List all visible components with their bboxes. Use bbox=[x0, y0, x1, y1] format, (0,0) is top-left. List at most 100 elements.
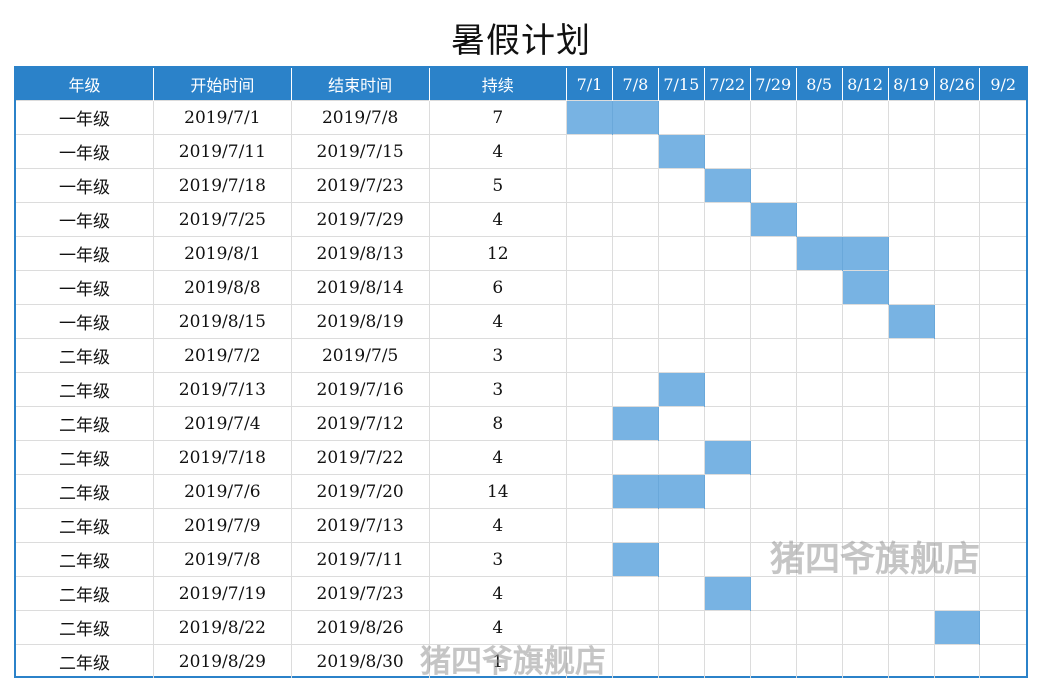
gantt-cell[interactable] bbox=[750, 100, 797, 135]
week-header[interactable]: 7/29 bbox=[750, 68, 797, 101]
gantt-cell[interactable] bbox=[612, 304, 659, 339]
gantt-cell[interactable] bbox=[566, 304, 613, 339]
gantt-cell[interactable] bbox=[842, 202, 889, 237]
gantt-cell[interactable] bbox=[704, 406, 751, 441]
start-time-cell[interactable]: 2019/8/8 bbox=[153, 270, 292, 305]
gantt-cell[interactable] bbox=[979, 542, 1026, 577]
gantt-cell[interactable] bbox=[979, 270, 1026, 305]
end-time-cell[interactable]: 2019/7/22 bbox=[291, 440, 430, 475]
gantt-cell[interactable] bbox=[612, 372, 659, 407]
header-grade[interactable]: 年级 bbox=[16, 68, 154, 101]
start-time-cell[interactable]: 2019/8/1 bbox=[153, 236, 292, 271]
gantt-cell[interactable] bbox=[934, 576, 981, 611]
gantt-cell[interactable] bbox=[612, 236, 659, 271]
gantt-bar-cell[interactable] bbox=[658, 474, 705, 509]
duration-cell[interactable]: 4 bbox=[429, 202, 568, 237]
gantt-cell[interactable] bbox=[842, 474, 889, 509]
gantt-cell[interactable] bbox=[750, 304, 797, 339]
gantt-cell[interactable] bbox=[842, 576, 889, 611]
gantt-cell[interactable] bbox=[658, 576, 705, 611]
week-header[interactable]: 8/19 bbox=[888, 68, 935, 101]
gantt-cell[interactable] bbox=[658, 440, 705, 475]
gantt-cell[interactable] bbox=[612, 270, 659, 305]
gantt-cell[interactable] bbox=[658, 304, 705, 339]
gantt-cell[interactable] bbox=[658, 542, 705, 577]
gantt-cell[interactable] bbox=[796, 100, 843, 135]
week-header[interactable]: 7/8 bbox=[612, 68, 659, 101]
grade-cell[interactable]: 二年级 bbox=[16, 576, 154, 611]
duration-cell[interactable]: 5 bbox=[429, 168, 568, 203]
end-time-cell[interactable]: 2019/7/11 bbox=[291, 542, 430, 577]
gantt-cell[interactable] bbox=[566, 202, 613, 237]
duration-cell[interactable]: 4 bbox=[429, 610, 568, 645]
header-start-time[interactable]: 开始时间 bbox=[153, 68, 292, 101]
gantt-cell[interactable] bbox=[979, 202, 1026, 237]
start-time-cell[interactable]: 2019/7/4 bbox=[153, 406, 292, 441]
duration-cell[interactable]: 4 bbox=[429, 508, 568, 543]
end-time-cell[interactable]: 2019/8/13 bbox=[291, 236, 430, 271]
gantt-cell[interactable] bbox=[979, 644, 1026, 678]
gantt-cell[interactable] bbox=[934, 406, 981, 441]
gantt-cell[interactable] bbox=[796, 338, 843, 373]
gantt-cell[interactable] bbox=[979, 576, 1026, 611]
gantt-cell[interactable] bbox=[704, 610, 751, 645]
gantt-cell[interactable] bbox=[842, 440, 889, 475]
gantt-cell[interactable] bbox=[888, 576, 935, 611]
gantt-cell[interactable] bbox=[842, 168, 889, 203]
gantt-cell[interactable] bbox=[566, 644, 613, 678]
grade-cell[interactable]: 一年级 bbox=[16, 100, 154, 135]
duration-cell[interactable]: 8 bbox=[429, 406, 568, 441]
gantt-cell[interactable] bbox=[796, 644, 843, 678]
gantt-cell[interactable] bbox=[888, 542, 935, 577]
gantt-cell[interactable] bbox=[888, 610, 935, 645]
gantt-cell[interactable] bbox=[979, 474, 1026, 509]
duration-cell[interactable]: 12 bbox=[429, 236, 568, 271]
gantt-cell[interactable] bbox=[979, 508, 1026, 543]
gantt-cell[interactable] bbox=[566, 576, 613, 611]
gantt-cell[interactable] bbox=[934, 304, 981, 339]
gantt-cell[interactable] bbox=[750, 134, 797, 169]
gantt-cell[interactable] bbox=[566, 542, 613, 577]
gantt-cell[interactable] bbox=[842, 372, 889, 407]
grade-cell[interactable]: 二年级 bbox=[16, 338, 154, 373]
duration-cell[interactable]: 4 bbox=[429, 440, 568, 475]
gantt-cell[interactable] bbox=[796, 440, 843, 475]
grade-cell[interactable]: 二年级 bbox=[16, 406, 154, 441]
gantt-bar-cell[interactable] bbox=[888, 304, 935, 339]
gantt-cell[interactable] bbox=[566, 610, 613, 645]
gantt-cell[interactable] bbox=[888, 236, 935, 271]
gantt-cell[interactable] bbox=[888, 440, 935, 475]
start-time-cell[interactable]: 2019/7/25 bbox=[153, 202, 292, 237]
gantt-cell[interactable] bbox=[750, 576, 797, 611]
gantt-bar-cell[interactable] bbox=[842, 236, 889, 271]
gantt-cell[interactable] bbox=[750, 542, 797, 577]
gantt-cell[interactable] bbox=[612, 440, 659, 475]
gantt-cell[interactable] bbox=[842, 508, 889, 543]
gantt-cell[interactable] bbox=[888, 644, 935, 678]
duration-cell[interactable]: 14 bbox=[429, 474, 568, 509]
gantt-cell[interactable] bbox=[979, 610, 1026, 645]
gantt-cell[interactable] bbox=[704, 542, 751, 577]
start-time-cell[interactable]: 2019/7/19 bbox=[153, 576, 292, 611]
gantt-cell[interactable] bbox=[979, 100, 1026, 135]
end-time-cell[interactable]: 2019/7/16 bbox=[291, 372, 430, 407]
duration-cell[interactable]: 3 bbox=[429, 372, 568, 407]
end-time-cell[interactable]: 2019/8/30 bbox=[291, 644, 430, 678]
gantt-cell[interactable] bbox=[612, 134, 659, 169]
gantt-cell[interactable] bbox=[979, 168, 1026, 203]
gantt-cell[interactable] bbox=[704, 508, 751, 543]
gantt-cell[interactable] bbox=[934, 202, 981, 237]
gantt-cell[interactable] bbox=[704, 644, 751, 678]
gantt-cell[interactable] bbox=[934, 338, 981, 373]
gantt-cell[interactable] bbox=[934, 440, 981, 475]
end-time-cell[interactable]: 2019/7/5 bbox=[291, 338, 430, 373]
gantt-cell[interactable] bbox=[750, 236, 797, 271]
gantt-bar-cell[interactable] bbox=[658, 372, 705, 407]
gantt-bar-cell[interactable] bbox=[934, 610, 981, 645]
gantt-cell[interactable] bbox=[612, 576, 659, 611]
gantt-cell[interactable] bbox=[796, 508, 843, 543]
duration-cell[interactable]: 4 bbox=[429, 304, 568, 339]
gantt-cell[interactable] bbox=[750, 440, 797, 475]
gantt-cell[interactable] bbox=[704, 236, 751, 271]
gantt-cell[interactable] bbox=[704, 134, 751, 169]
